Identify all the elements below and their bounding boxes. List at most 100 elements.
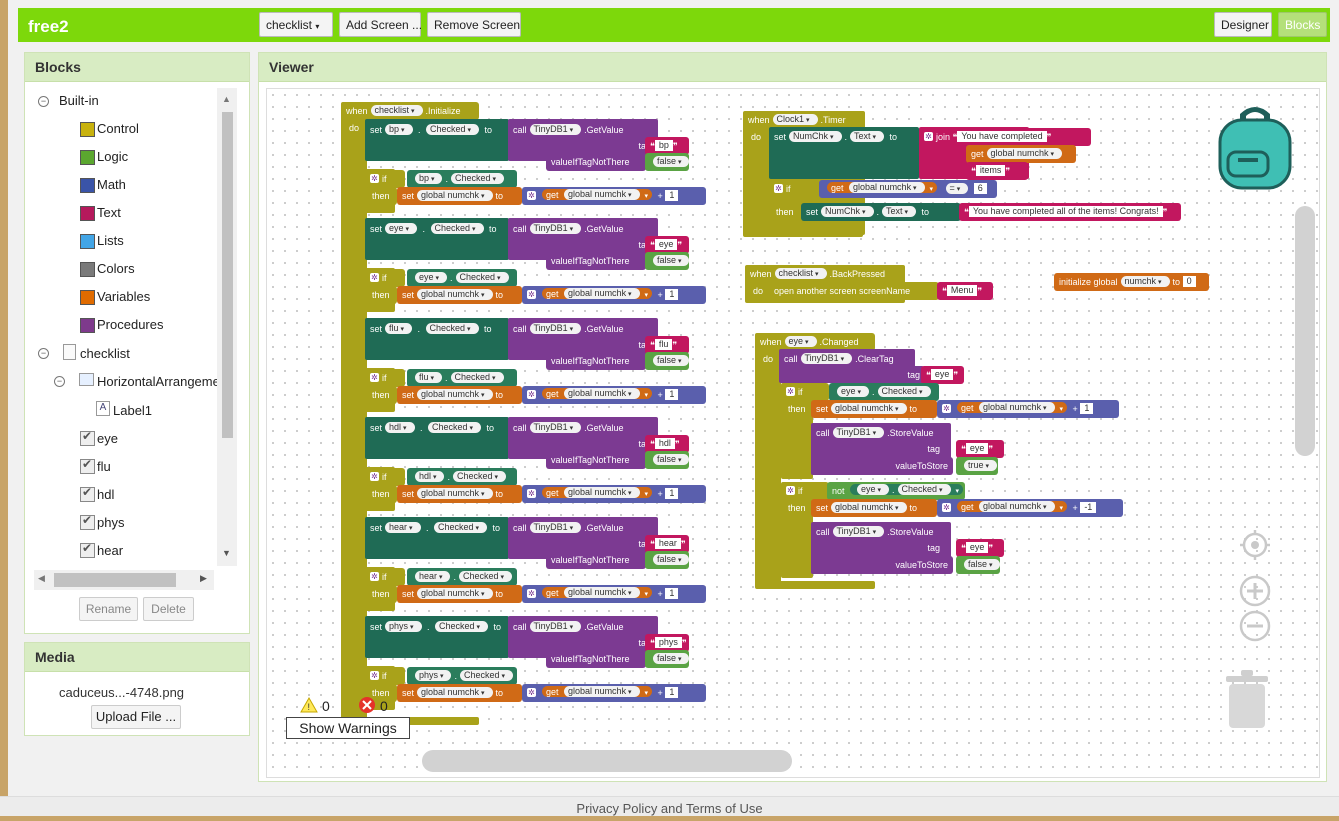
- component-flu[interactable]: flu: [97, 459, 111, 474]
- math-add-block[interactable]: ✲ get global numchk + 1: [522, 584, 706, 603]
- then-label[interactable]: then: [367, 187, 397, 205]
- eye-string-block[interactable]: ❝ eye ❞: [921, 366, 964, 384]
- false-block[interactable]: false: [956, 556, 1001, 574]
- block-string[interactable]: flu: [654, 338, 673, 350]
- tag-label-block[interactable]: tag: [581, 435, 656, 454]
- block-dropdown[interactable]: hdl: [385, 422, 415, 434]
- eye-checked-block[interactable]: eye.Checked: [829, 383, 939, 401]
- block-dropdown[interactable]: global numchk: [417, 587, 493, 599]
- block-dropdown[interactable]: Checked: [451, 173, 504, 184]
- scroll-thumb[interactable]: [222, 112, 233, 438]
- tag-label-block[interactable]: tag: [581, 534, 656, 553]
- category-variables[interactable]: Variables: [97, 289, 151, 304]
- value-to-store-label[interactable]: valueToStore: [861, 457, 953, 475]
- math-add-block[interactable]: ✲ get global numchk + 1: [522, 187, 706, 205]
- label1-node[interactable]: Label1: [113, 403, 153, 418]
- then-label[interactable]: then: [367, 485, 397, 504]
- eye-if2-block[interactable]: ✲ if: [781, 482, 829, 500]
- tag-string-block[interactable]: ❝ phys ❞: [645, 634, 689, 652]
- tag-string-block[interactable]: ❝ eye ❞: [645, 236, 689, 255]
- join-block[interactable]: ✲ join ❝ You have completed ❞: [919, 128, 1091, 146]
- init-global-block[interactable]: initialize globalnumchkto 0: [1054, 273, 1209, 291]
- eye-then-label[interactable]: then: [783, 400, 811, 418]
- false-block[interactable]: false: [645, 153, 690, 171]
- number-block[interactable]: -1: [1080, 502, 1097, 513]
- block-dropdown[interactable]: global numchk: [417, 289, 493, 301]
- component-hdl[interactable]: hdl: [97, 487, 115, 502]
- block-dropdown[interactable]: TinyDB1: [832, 427, 885, 438]
- tag-label-block[interactable]: tag: [581, 137, 656, 155]
- math-add-block[interactable]: ✲ get global numchk + 1: [522, 485, 706, 504]
- component-checked-block[interactable]: flu.Checked: [407, 368, 517, 387]
- upload-file-button[interactable]: Upload File ...: [91, 705, 181, 729]
- block-dropdown[interactable]: Checked: [877, 386, 931, 397]
- get-global-block[interactable]: get global numchk: [542, 387, 653, 399]
- back-do-label[interactable]: do: [748, 282, 768, 300]
- zoom-out-icon[interactable]: [1239, 610, 1271, 642]
- global-var-dropdown[interactable]: global numchk: [564, 288, 640, 300]
- tag-label-block[interactable]: tag: [581, 236, 656, 255]
- block-dropdown[interactable]: false: [653, 653, 690, 664]
- tag-string-block[interactable]: ❝ hear ❞: [645, 534, 689, 553]
- math-add-block[interactable]: ✲ get global numchk + 1: [522, 286, 706, 305]
- gear-icon[interactable]: ✲: [774, 184, 783, 193]
- block-dropdown[interactable]: TinyDB1: [800, 353, 853, 364]
- get-global-block[interactable]: get global numchk: [827, 182, 938, 193]
- get-global-block[interactable]: get global numchk: [542, 586, 653, 598]
- workspace-hscroll[interactable]: [422, 750, 792, 772]
- eye-then2-label[interactable]: then: [783, 499, 811, 517]
- collapse-icon[interactable]: −: [38, 348, 49, 359]
- number-block[interactable]: 1: [665, 289, 679, 301]
- value-if-not-there-label[interactable]: valueIfTagNotThere: [546, 351, 646, 370]
- global-var-dropdown[interactable]: global numchk: [564, 189, 640, 200]
- get-global-block[interactable]: get global numchk: [542, 288, 653, 300]
- category-procedures[interactable]: Procedures: [97, 317, 164, 332]
- block-string[interactable]: hdl: [654, 438, 675, 450]
- clock-then-label[interactable]: then: [771, 203, 799, 221]
- arrangement-node[interactable]: HorizontalArrangeme: [97, 374, 217, 389]
- block-dropdown[interactable]: eye: [415, 272, 447, 284]
- block-dropdown[interactable]: checklist: [774, 268, 827, 279]
- value-to-store-label[interactable]: valueToStore: [861, 556, 953, 574]
- block-string[interactable]: You have completed all of the items! Con…: [968, 206, 1163, 217]
- workspace-vscroll[interactable]: [1295, 206, 1315, 456]
- block-dropdown[interactable]: global numchk: [986, 148, 1063, 159]
- block-string[interactable]: items: [975, 165, 1006, 176]
- block-dropdown[interactable]: eye: [784, 336, 817, 347]
- block-dropdown[interactable]: Text: [850, 131, 884, 142]
- block-dropdown[interactable]: false: [964, 559, 1001, 570]
- block-string[interactable]: eye: [965, 443, 989, 454]
- global-var-dropdown[interactable]: global numchk: [564, 586, 640, 598]
- get-global-block[interactable]: get global numchk: [542, 487, 653, 499]
- false-block[interactable]: false: [645, 650, 690, 668]
- eye-if-block[interactable]: ✲ if: [781, 383, 829, 401]
- block-string[interactable]: eye: [654, 239, 678, 251]
- block-dropdown[interactable]: bp: [385, 124, 413, 135]
- block-string[interactable]: Menu: [946, 285, 978, 296]
- block-dropdown[interactable]: Text: [882, 206, 916, 217]
- scroll-right-icon[interactable]: ▶: [200, 573, 207, 583]
- category-text[interactable]: Text: [97, 205, 121, 220]
- block-string[interactable]: eye: [930, 369, 954, 380]
- eye-checked-inline[interactable]: eye.Checked: [850, 484, 963, 495]
- gear-icon[interactable]: ✲: [942, 404, 951, 413]
- gear-icon[interactable]: ✲: [370, 571, 379, 581]
- show-warnings-button[interactable]: Show Warnings: [286, 717, 410, 739]
- block-dropdown[interactable]: global numchk: [417, 488, 493, 500]
- get-global-block[interactable]: get global numchk: [957, 501, 1068, 512]
- media-file[interactable]: caduceus...-4748.png: [59, 685, 185, 700]
- scroll-thumb-h[interactable]: [54, 573, 176, 587]
- block-dropdown[interactable]: TinyDB1: [529, 521, 582, 533]
- eye-string-block[interactable]: ❝ eye ❞: [956, 539, 1004, 557]
- tag-label-block[interactable]: tag: [881, 539, 945, 557]
- component-dropdown[interactable]: eye: [857, 484, 890, 495]
- block-dropdown[interactable]: global numchk: [831, 403, 907, 414]
- block-dropdown[interactable]: Checked: [425, 322, 479, 334]
- rename-button[interactable]: Rename: [79, 597, 138, 621]
